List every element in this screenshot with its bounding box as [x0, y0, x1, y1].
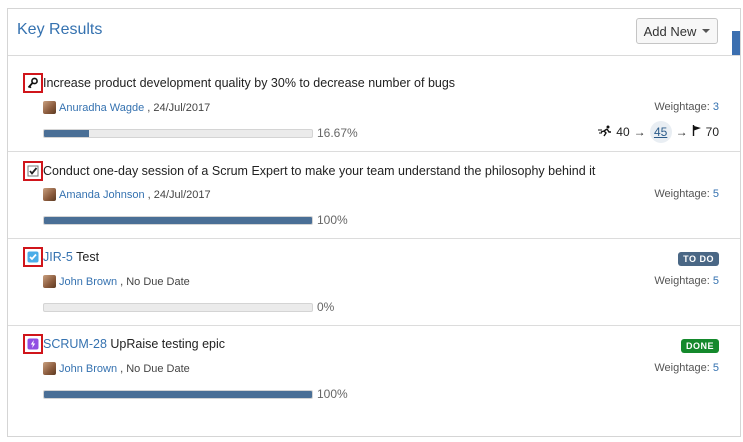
progress-label: 0%	[317, 300, 335, 314]
metric-start: 40	[616, 125, 630, 139]
flag-icon	[692, 125, 702, 139]
epic-icon	[23, 334, 43, 354]
weightage-value[interactable]: 5	[712, 188, 719, 200]
weightage: Weightage: 5	[654, 275, 719, 287]
metric-current-link[interactable]: 45	[649, 121, 672, 143]
jira-task-icon	[23, 247, 43, 267]
runner-icon	[598, 125, 612, 140]
owner-link[interactable]: John Brown	[59, 275, 118, 288]
progress-fill	[44, 391, 312, 398]
progress-fill	[44, 217, 312, 224]
add-new-label: Add New	[643, 23, 697, 39]
owner-link[interactable]: Anuradha Wagde	[59, 101, 145, 114]
key-result-meta: Amanda Johnson , 24/Jul/2017	[43, 188, 211, 201]
owner-link[interactable]: John Brown	[59, 362, 118, 375]
key-result-meta: John Brown , No Due Date	[43, 275, 190, 288]
status-badge: TO DO	[678, 252, 719, 266]
panel-header: Key Results Add New	[8, 9, 740, 56]
divider	[8, 238, 740, 239]
issue-key-link[interactable]: JIR-5	[43, 250, 73, 264]
divider	[8, 325, 740, 326]
weightage: Weightage: 5	[654, 188, 719, 200]
chevron-down-icon	[702, 29, 711, 33]
key-result-title[interactable]: SCRUM-28 UpRaise testing epic	[43, 337, 226, 351]
progress-label: 100%	[317, 213, 348, 227]
metric-progress: 40 → 45 → 70	[598, 121, 719, 143]
add-new-button[interactable]: Add New	[636, 18, 718, 44]
due-date: , 24/Jul/2017	[147, 188, 211, 201]
key-result-title[interactable]: Conduct one-day session of a Scrum Exper…	[43, 164, 596, 178]
weightage: Weightage: 5	[654, 362, 719, 374]
due-date: , No Due Date	[120, 362, 190, 375]
checkbox-icon	[23, 161, 43, 181]
progress-bar	[43, 216, 313, 225]
divider	[8, 151, 740, 152]
due-date: , No Due Date	[120, 275, 190, 288]
progress-label: 100%	[317, 387, 348, 401]
progress-bar	[43, 390, 313, 399]
owner-link[interactable]: Amanda Johnson	[59, 188, 145, 201]
key-result-meta: John Brown , No Due Date	[43, 362, 190, 375]
progress-label: 16.67%	[317, 126, 358, 140]
key-result-meta: Anuradha Wagde , 24/Jul/2017	[43, 101, 210, 114]
metric-target: 70	[705, 125, 719, 139]
weightage-value[interactable]: 3	[712, 101, 719, 113]
key-result-title[interactable]: JIR-5 Test	[43, 250, 100, 264]
key-icon	[23, 73, 43, 93]
arrow-right-icon: →	[633, 125, 646, 139]
panel-title: Key Results	[17, 21, 103, 38]
weightage: Weightage: 3	[654, 101, 719, 113]
progress-bar	[43, 129, 313, 138]
issue-key-link[interactable]: SCRUM-28	[43, 337, 107, 351]
avatar	[43, 275, 56, 288]
progress-bar	[43, 303, 313, 312]
scrollbar-thumb[interactable]	[732, 31, 740, 55]
key-results-panel: Key Results Add New Increase product dev…	[7, 8, 741, 437]
avatar	[43, 362, 56, 375]
weightage-value[interactable]: 5	[712, 362, 719, 374]
progress-fill	[44, 130, 89, 137]
weightage-value[interactable]: 5	[712, 275, 719, 287]
status-badge: DONE	[680, 339, 719, 353]
due-date: , 24/Jul/2017	[147, 101, 211, 114]
avatar	[43, 101, 56, 114]
avatar	[43, 188, 56, 201]
key-result-title[interactable]: Increase product development quality by …	[43, 76, 456, 90]
arrow-right-icon: →	[675, 125, 688, 139]
